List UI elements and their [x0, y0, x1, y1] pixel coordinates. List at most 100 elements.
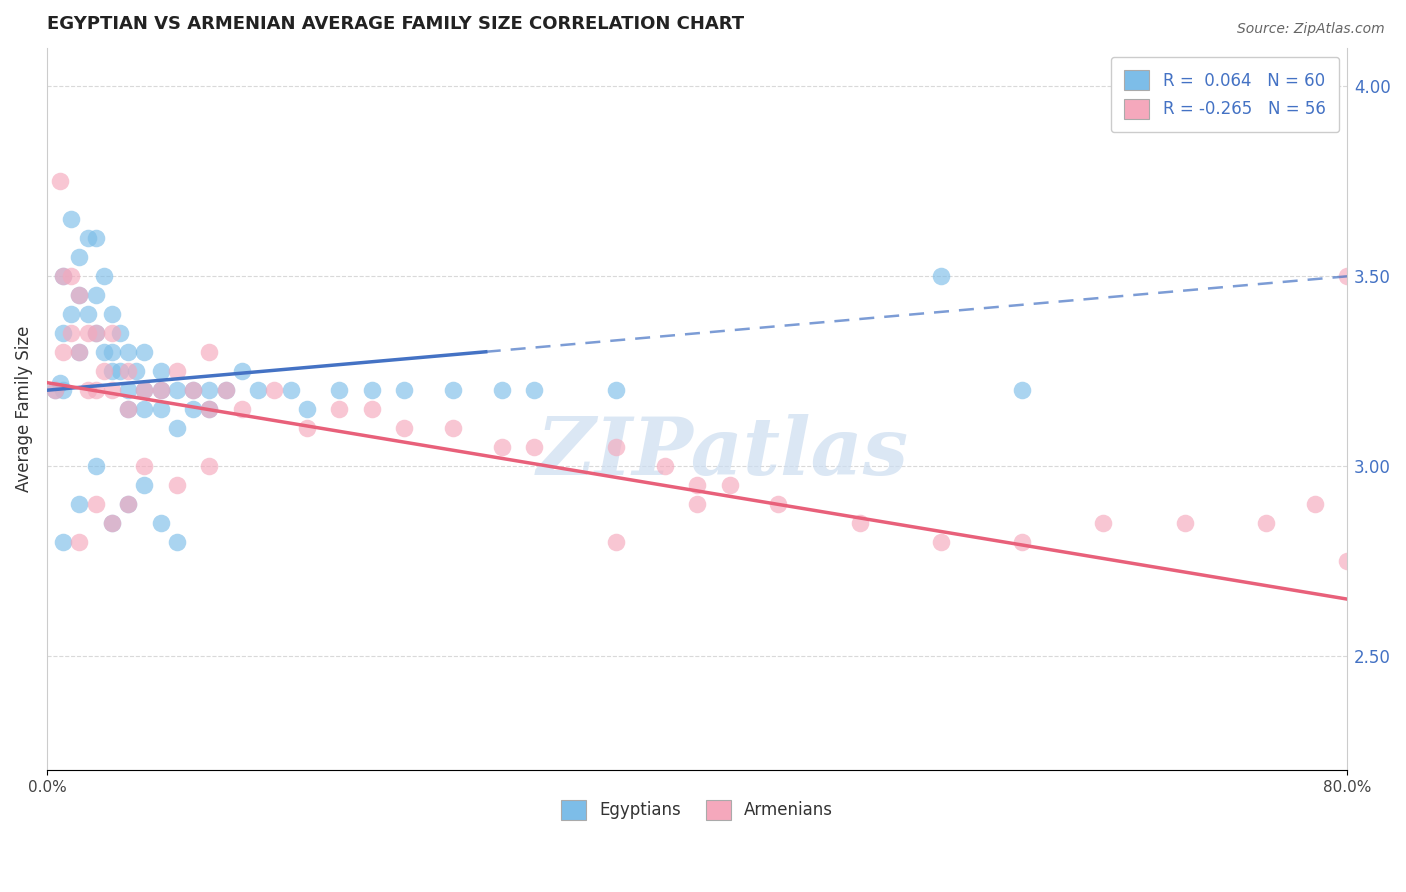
Point — [52, 326, 75, 341]
Point — [125, 364, 148, 378]
Text: Source: ZipAtlas.com: Source: ZipAtlas.com — [1237, 22, 1385, 37]
Point — [84, 326, 107, 341]
Point — [52, 345, 75, 359]
Point — [361, 402, 384, 417]
Point — [76, 231, 98, 245]
Point — [60, 212, 83, 227]
Point — [76, 307, 98, 321]
Point — [44, 383, 66, 397]
Point — [328, 383, 350, 397]
Point — [328, 402, 350, 417]
Point — [67, 345, 90, 359]
Point — [117, 497, 139, 511]
Point — [491, 440, 513, 454]
Point — [101, 516, 124, 530]
Point — [60, 269, 83, 284]
Point — [295, 421, 318, 435]
Point — [134, 459, 156, 474]
Point — [60, 326, 83, 341]
Point — [1336, 554, 1358, 568]
Point — [117, 402, 139, 417]
Point — [52, 535, 75, 549]
Point — [1254, 516, 1277, 530]
Point — [215, 383, 238, 397]
Point — [198, 402, 221, 417]
Point — [198, 402, 221, 417]
Point — [101, 383, 124, 397]
Point — [101, 345, 124, 359]
Point — [1011, 535, 1033, 549]
Point — [198, 345, 221, 359]
Point — [166, 383, 188, 397]
Point — [215, 383, 238, 397]
Point — [280, 383, 302, 397]
Point — [605, 535, 627, 549]
Point — [295, 402, 318, 417]
Point — [231, 402, 253, 417]
Point — [491, 383, 513, 397]
Point — [149, 402, 172, 417]
Point — [84, 326, 107, 341]
Point — [52, 383, 75, 397]
Legend: Egyptians, Armenians: Egyptians, Armenians — [554, 793, 839, 827]
Point — [768, 497, 790, 511]
Point — [134, 383, 156, 397]
Point — [1303, 497, 1326, 511]
Point — [44, 383, 66, 397]
Point — [67, 250, 90, 264]
Point — [441, 421, 464, 435]
Point — [149, 383, 172, 397]
Point — [149, 364, 172, 378]
Point — [84, 383, 107, 397]
Text: ZIPatlas: ZIPatlas — [537, 414, 910, 491]
Point — [134, 383, 156, 397]
Point — [93, 269, 115, 284]
Point — [101, 516, 124, 530]
Point — [101, 307, 124, 321]
Point — [1336, 269, 1358, 284]
Point — [394, 383, 416, 397]
Point — [929, 535, 952, 549]
Point — [686, 497, 709, 511]
Point — [134, 478, 156, 492]
Point — [52, 269, 75, 284]
Point — [134, 345, 156, 359]
Point — [523, 440, 546, 454]
Point — [247, 383, 270, 397]
Point — [929, 269, 952, 284]
Point — [93, 364, 115, 378]
Point — [60, 307, 83, 321]
Point — [181, 383, 204, 397]
Point — [117, 497, 139, 511]
Point — [49, 174, 72, 188]
Point — [84, 459, 107, 474]
Point — [67, 288, 90, 302]
Point — [52, 269, 75, 284]
Point — [166, 421, 188, 435]
Point — [166, 364, 188, 378]
Point — [67, 345, 90, 359]
Point — [198, 383, 221, 397]
Point — [84, 231, 107, 245]
Point — [67, 535, 90, 549]
Point — [149, 383, 172, 397]
Point — [76, 383, 98, 397]
Point — [117, 345, 139, 359]
Point — [605, 440, 627, 454]
Point — [93, 345, 115, 359]
Point — [49, 376, 72, 390]
Point — [718, 478, 741, 492]
Point — [134, 402, 156, 417]
Point — [394, 421, 416, 435]
Point — [108, 364, 131, 378]
Y-axis label: Average Family Size: Average Family Size — [15, 326, 32, 492]
Point — [654, 459, 676, 474]
Point — [117, 364, 139, 378]
Point — [231, 364, 253, 378]
Point — [361, 383, 384, 397]
Point — [117, 383, 139, 397]
Point — [848, 516, 870, 530]
Point — [166, 535, 188, 549]
Point — [181, 402, 204, 417]
Point — [108, 326, 131, 341]
